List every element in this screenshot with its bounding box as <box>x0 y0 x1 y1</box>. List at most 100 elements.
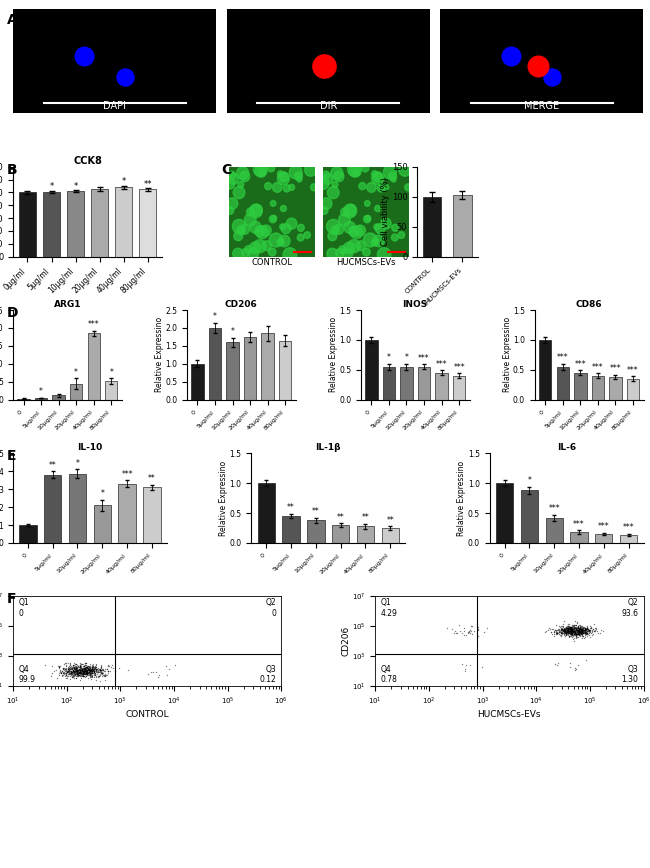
Point <box>558 626 569 640</box>
Point <box>83 659 94 673</box>
Point <box>60 669 70 683</box>
Point <box>73 659 84 673</box>
Point <box>64 663 75 677</box>
Point <box>581 628 592 641</box>
Circle shape <box>365 215 370 221</box>
Point <box>566 626 577 640</box>
Circle shape <box>320 207 328 214</box>
Point <box>563 621 573 635</box>
Point <box>90 662 101 676</box>
Point <box>573 628 583 641</box>
Point <box>86 663 97 677</box>
Point <box>85 670 96 684</box>
Point <box>80 667 90 681</box>
Point <box>74 662 85 676</box>
Point <box>73 667 83 681</box>
Point <box>559 622 569 636</box>
Point <box>571 627 582 641</box>
Point <box>571 621 581 635</box>
Point <box>578 623 589 637</box>
Point <box>569 619 579 633</box>
Point <box>552 622 563 636</box>
Point <box>64 656 75 670</box>
Point <box>568 623 578 637</box>
Point <box>79 667 90 681</box>
Point <box>84 663 95 677</box>
Point <box>567 621 577 635</box>
Point <box>557 621 567 635</box>
Point <box>588 621 598 635</box>
Point <box>72 662 83 676</box>
Point <box>563 622 573 636</box>
Point <box>562 625 572 639</box>
Circle shape <box>256 226 268 239</box>
Point <box>577 622 587 636</box>
Circle shape <box>254 162 267 176</box>
Point <box>578 621 589 635</box>
Point <box>68 664 79 678</box>
Point <box>63 663 73 677</box>
Point <box>73 667 83 681</box>
Point <box>78 661 88 674</box>
Point <box>81 666 92 680</box>
Point <box>564 624 574 638</box>
Point <box>81 663 91 677</box>
Point <box>90 666 100 680</box>
Point <box>91 665 101 679</box>
Point <box>563 621 573 635</box>
Point <box>86 667 96 681</box>
Point <box>61 671 72 685</box>
Bar <box>574 373 586 400</box>
Point <box>558 623 568 637</box>
Point <box>85 664 96 678</box>
Point <box>575 622 586 636</box>
Text: ***: *** <box>623 523 634 532</box>
Point <box>447 621 457 635</box>
Point <box>565 621 575 635</box>
Point <box>564 621 575 635</box>
Point <box>90 668 101 682</box>
Circle shape <box>289 184 294 190</box>
Point <box>461 658 471 672</box>
Point <box>72 664 83 678</box>
Circle shape <box>255 165 266 177</box>
Point <box>55 659 65 673</box>
Point <box>82 667 92 681</box>
Point <box>578 621 588 635</box>
Circle shape <box>298 224 304 232</box>
Text: ***: *** <box>88 320 99 329</box>
Point <box>460 621 470 635</box>
Point <box>560 625 571 639</box>
Point <box>68 658 79 672</box>
Circle shape <box>280 224 285 230</box>
Point <box>566 623 576 637</box>
Point <box>566 626 576 640</box>
Point <box>558 622 569 636</box>
Point <box>576 623 586 637</box>
Point <box>83 667 93 681</box>
Point <box>81 664 91 678</box>
Point <box>83 666 93 680</box>
Point <box>565 622 575 636</box>
Point <box>69 661 79 674</box>
Point <box>578 623 589 637</box>
Point <box>595 627 606 641</box>
Point <box>549 627 560 641</box>
Point <box>83 666 94 680</box>
Point <box>562 621 573 635</box>
Point <box>580 621 591 635</box>
Point <box>569 625 580 639</box>
Point <box>573 624 583 638</box>
Point <box>64 663 74 677</box>
Point <box>580 621 591 635</box>
Circle shape <box>365 201 370 207</box>
Circle shape <box>265 182 272 190</box>
Point <box>83 661 94 674</box>
Point <box>70 661 81 674</box>
Point <box>96 660 106 674</box>
Point <box>549 629 560 643</box>
Point <box>564 621 574 635</box>
Point <box>75 661 86 675</box>
Point <box>571 627 581 641</box>
Circle shape <box>259 169 265 176</box>
